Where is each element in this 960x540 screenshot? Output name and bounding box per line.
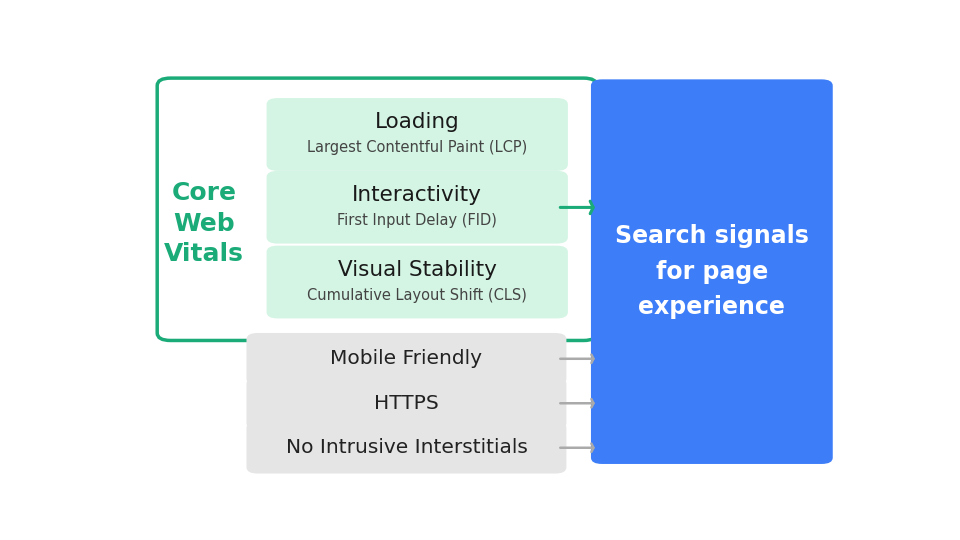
Text: Cumulative Layout Shift (CLS): Cumulative Layout Shift (CLS) (307, 288, 527, 303)
FancyBboxPatch shape (157, 78, 597, 341)
Text: Search signals
for page
experience: Search signals for page experience (615, 224, 808, 319)
Text: Mobile Friendly: Mobile Friendly (330, 349, 483, 368)
FancyBboxPatch shape (267, 171, 568, 244)
Text: HTTPS: HTTPS (374, 394, 439, 413)
Text: Interactivity: Interactivity (352, 185, 482, 205)
FancyBboxPatch shape (247, 422, 566, 474)
FancyBboxPatch shape (267, 98, 568, 171)
Text: No Intrusive Interstitials: No Intrusive Interstitials (285, 438, 527, 457)
FancyBboxPatch shape (247, 333, 566, 385)
FancyBboxPatch shape (247, 377, 566, 429)
Text: Visual Stability: Visual Stability (338, 260, 496, 280)
Text: Core
Web
Vitals: Core Web Vitals (164, 181, 244, 266)
Text: Loading: Loading (374, 112, 460, 132)
FancyBboxPatch shape (267, 246, 568, 319)
Text: Largest Contentful Paint (LCP): Largest Contentful Paint (LCP) (307, 140, 527, 156)
Text: First Input Delay (FID): First Input Delay (FID) (337, 213, 497, 228)
FancyBboxPatch shape (591, 79, 832, 464)
